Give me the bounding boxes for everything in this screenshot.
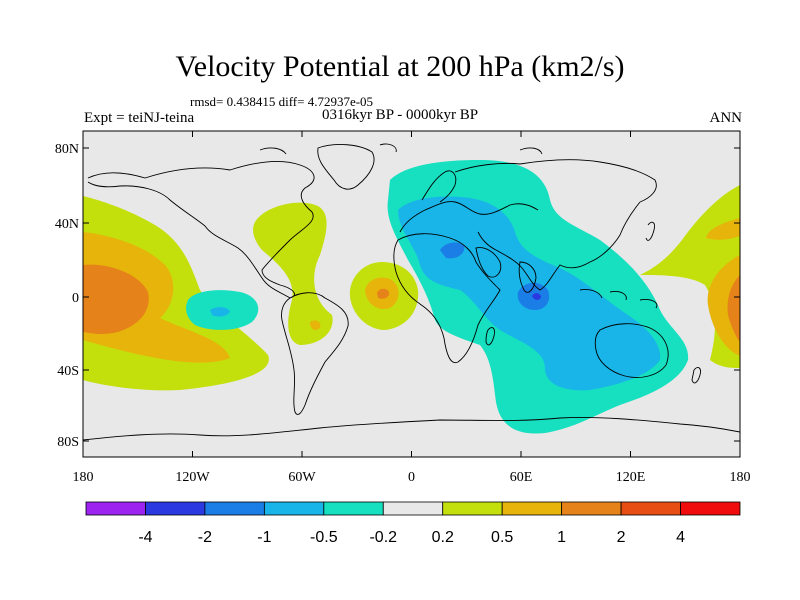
colorbar-swatch [145, 501, 206, 516]
statistics-text: rmsd= 0.438415 diff= 4.72937e-05 [190, 94, 374, 109]
lon-tick-label: 0 [408, 470, 415, 485]
colorbar-label: -1 [257, 529, 271, 546]
coastlines [83, 143, 740, 441]
lat-tick-label: 80S [57, 435, 79, 450]
colorbar-swatch [680, 501, 741, 516]
colorbar-label: 0.5 [491, 529, 513, 546]
contour-americas-core [310, 320, 321, 330]
lon-tick-label: 120E [616, 470, 646, 485]
colorbar-label: -4 [138, 529, 152, 546]
colorbar-label: 2 [617, 529, 626, 546]
lon-tick-label: 120W [175, 470, 210, 485]
colorbar-label: 1 [557, 529, 566, 546]
colorbar-swatch [561, 501, 622, 516]
colorbar-swatch [382, 501, 444, 516]
contour-eurasia-negative-core-1 [440, 242, 465, 259]
lat-tick-label: 80N [55, 142, 79, 157]
lat-tick-label: 40N [55, 217, 79, 232]
period-label: 0316kyr BP - 0000kyr BP [321, 107, 479, 123]
lat-tick-label: 40S [57, 364, 79, 379]
colorbar-swatch [263, 501, 325, 516]
contour-pacific-west-high [83, 264, 149, 335]
colorbar-swatch [442, 501, 503, 516]
lat-tick-label: 0 [72, 291, 79, 306]
contour-eurasia-negative-core-3 [532, 293, 541, 300]
latitude-axis: 80N 40N 0 40S 80S [55, 142, 740, 450]
colorbar-label: 4 [676, 529, 685, 546]
season-label: ANN [709, 110, 743, 126]
colorbar-label: 0.2 [432, 529, 454, 546]
colorbar-swatch [620, 501, 681, 516]
contour-pacific-east-lobe [172, 339, 215, 360]
contour-pacific-east-high [727, 275, 740, 342]
colorbar: -4 -2 -1 -0.5 -0.2 0.2 0.5 1 2 4 [85, 501, 741, 546]
colorbar-swatch [85, 501, 146, 516]
plot-title: Velocity Potential at 200 hPa (km2/s) [175, 50, 625, 83]
lon-tick-label: 180 [730, 470, 751, 485]
lon-tick-label: 60W [288, 470, 316, 485]
contour-atlantic-high [377, 288, 390, 299]
colorbar-swatch [501, 501, 563, 516]
colorbar-label: -2 [198, 529, 212, 546]
experiment-label: Expt = teiNJ-teina [84, 110, 195, 126]
colorbar-swatch [204, 501, 265, 516]
longitude-axis: 180 120W 60W 0 60E 120E 180 [73, 131, 751, 485]
lon-tick-label: 60E [510, 470, 533, 485]
colorbar-swatch [323, 501, 384, 516]
lon-tick-label: 180 [73, 470, 94, 485]
contour-pacific-negative-mid [210, 307, 230, 317]
colorbar-label: -0.2 [369, 529, 397, 546]
contour-fills [83, 160, 740, 434]
colorbar-label: -0.5 [310, 529, 338, 546]
contour-americas-low [253, 202, 333, 345]
